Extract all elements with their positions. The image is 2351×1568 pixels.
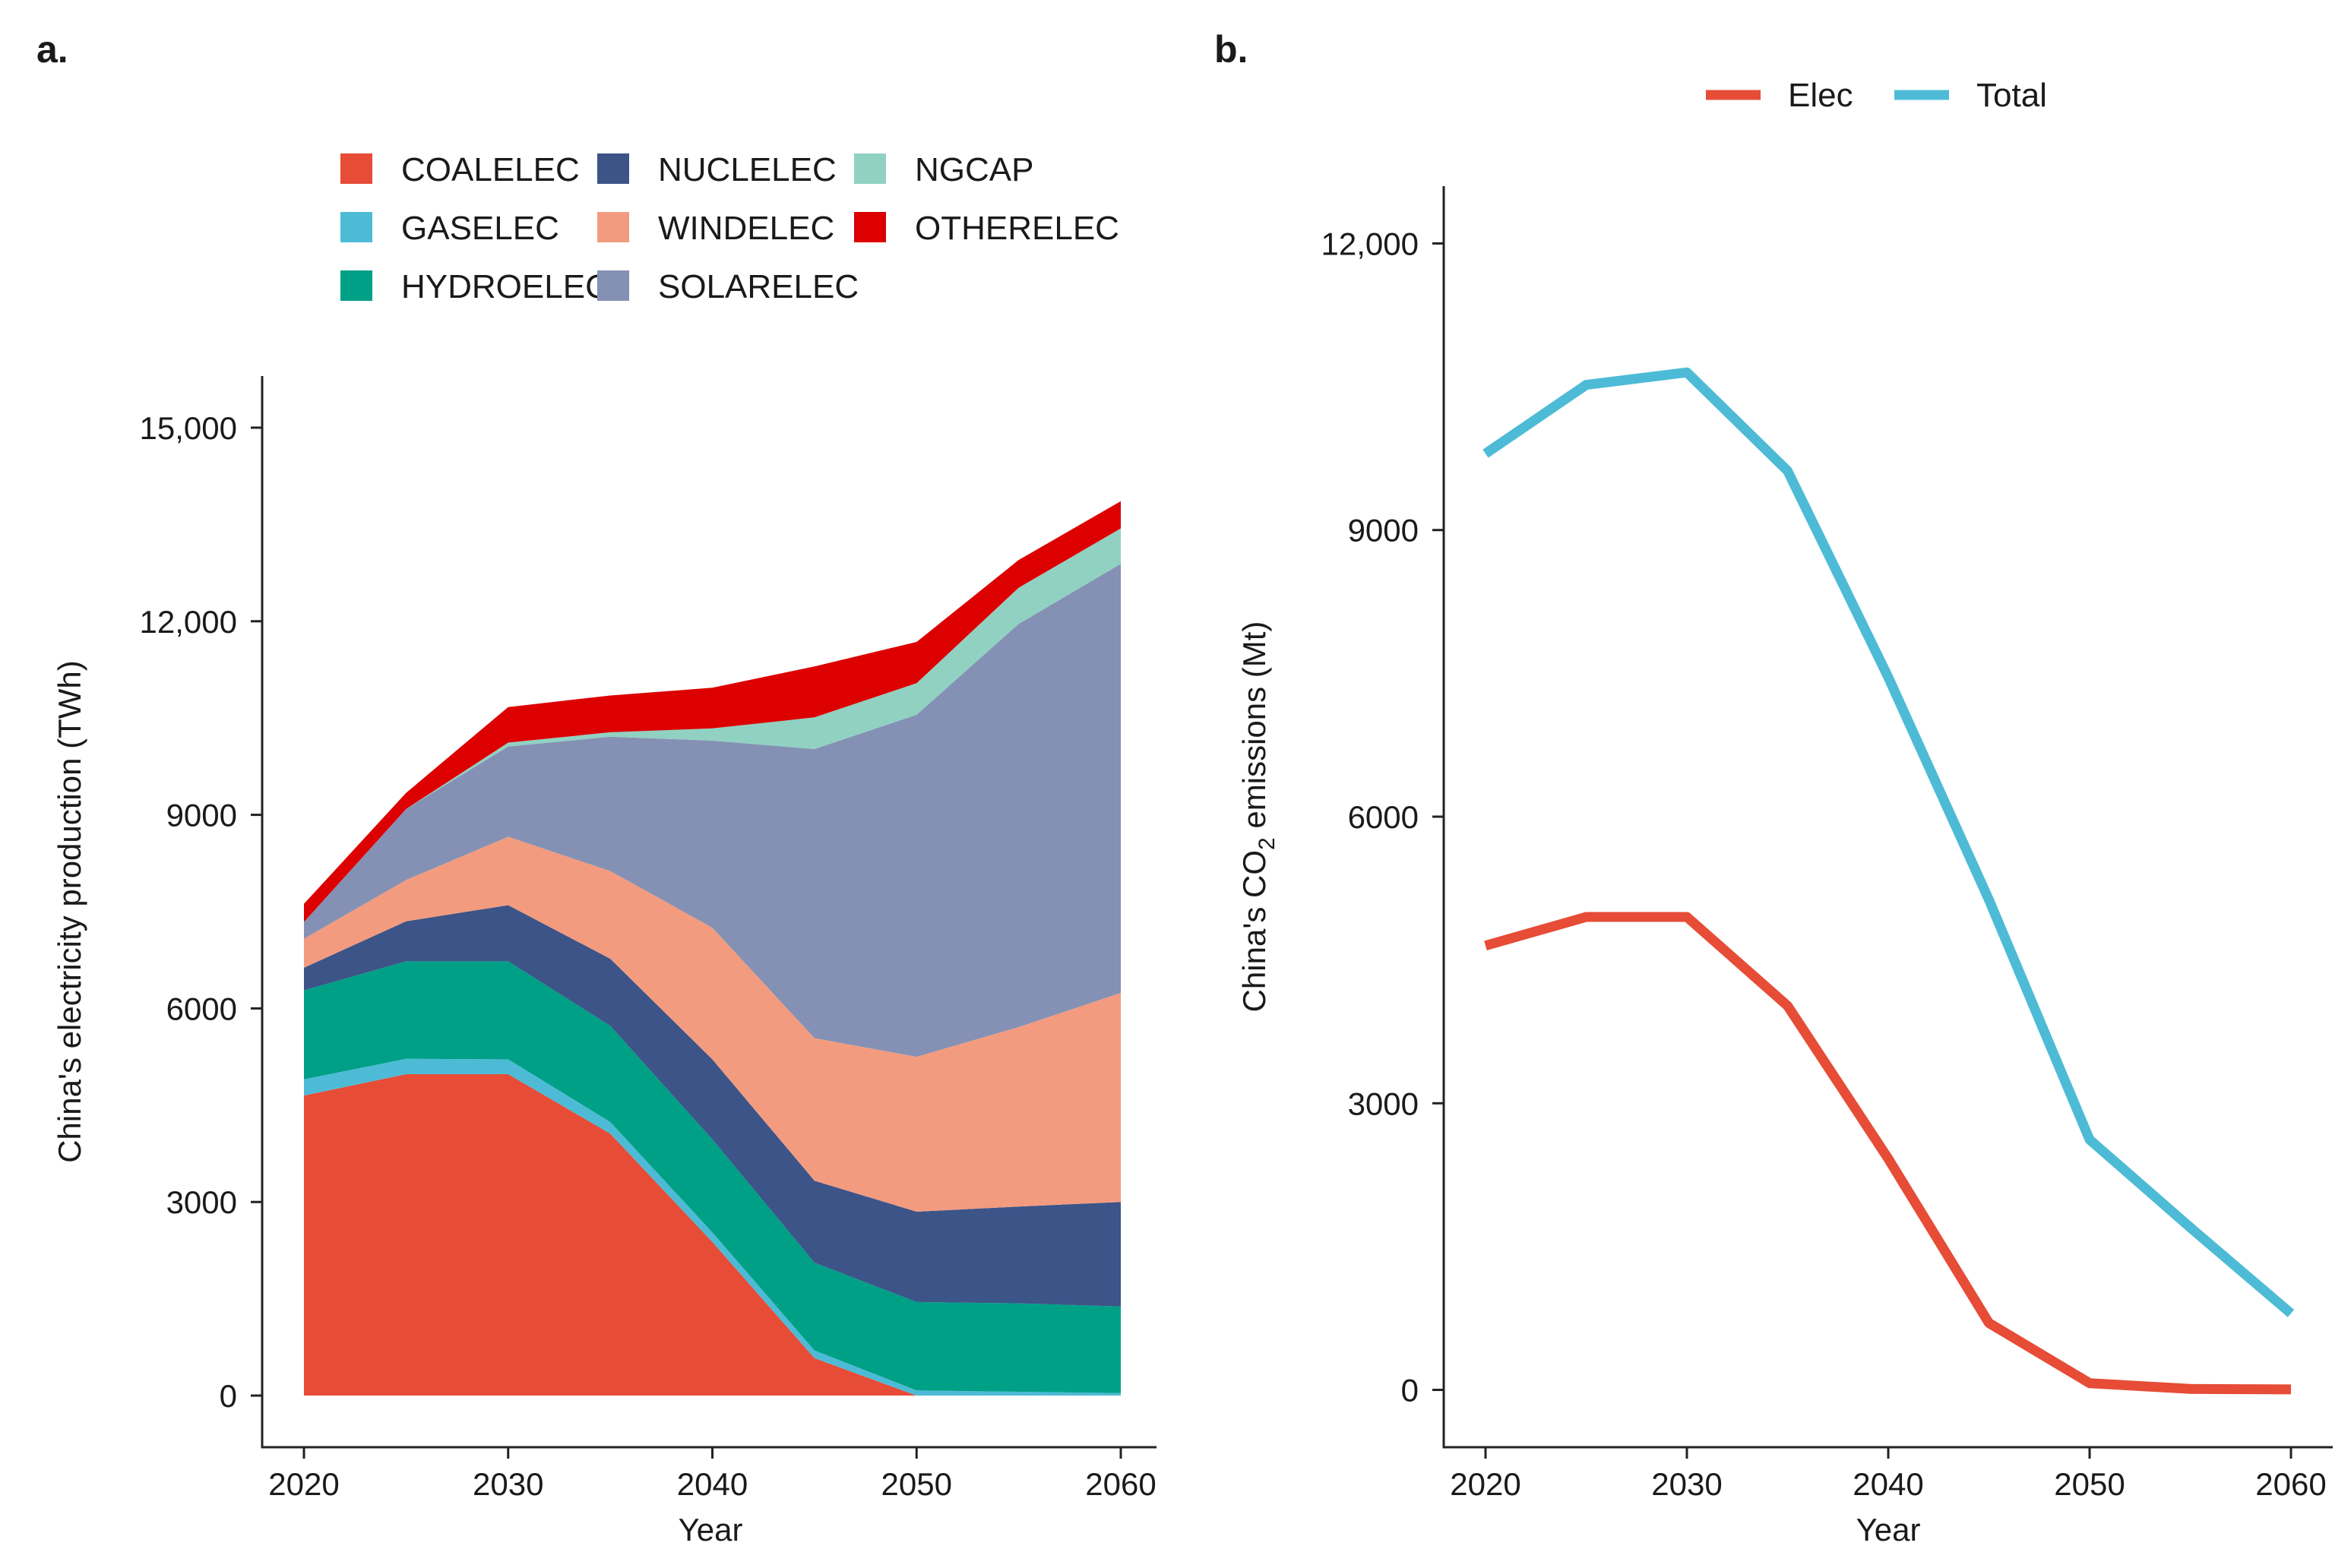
area-otherelec <box>304 501 1121 922</box>
legend-item-gaselec: GASELEC <box>340 210 559 247</box>
y-tick-label: 12,000 <box>1321 226 1419 261</box>
panel-b-legend: Elec Total <box>1706 77 2047 114</box>
x-tick-label: 2030 <box>473 1466 543 1502</box>
legend-swatch <box>597 212 629 242</box>
panel-b-y-axis-title: China's CO2 emissions (Mt) <box>1236 621 1280 1013</box>
y-tick-label: 9000 <box>1348 513 1419 548</box>
x-tick-label: 2030 <box>1651 1466 1722 1502</box>
x-tick-label: 2050 <box>881 1466 952 1502</box>
panel-b-y-ticks: 0 3000 6000 9000 12,000 <box>1321 226 1444 1408</box>
legend-label: GASELEC <box>401 210 559 247</box>
x-tick-label: 2050 <box>2054 1466 2125 1502</box>
panel-b-axes <box>1442 186 2333 1449</box>
legend-item-total: Total <box>1894 77 2047 114</box>
legend-item-windelec: WINDELEC <box>597 210 834 247</box>
legend-swatch <box>597 270 629 301</box>
legend-item-coalelec: COALELEC <box>340 151 580 188</box>
legend-label: WINDELEC <box>658 210 834 247</box>
legend-label: NUCLELEC <box>658 151 837 188</box>
legend-swatch <box>340 212 372 242</box>
legend-item-hydroelec: HYDROELEC <box>340 268 609 305</box>
y-tick-label: 0 <box>220 1378 237 1414</box>
legend-swatch <box>854 212 886 242</box>
legend-item-nuclelec: NUCLELEC <box>597 151 837 188</box>
panel-b-y-title-suffix: emissions (Mt) <box>1236 621 1272 838</box>
legend-swatch <box>340 270 372 301</box>
y-tick-label: 0 <box>1401 1373 1419 1408</box>
panel-a-y-ticks: 0 3000 6000 9000 12,000 15,000 <box>140 410 262 1414</box>
panel-a-label: a. <box>36 28 68 71</box>
y-tick-label: 6000 <box>1348 799 1419 835</box>
x-tick-label: 2040 <box>1853 1466 1923 1502</box>
line-elec <box>1484 912 2292 1395</box>
legend-item-solarelec: SOLARELEC <box>597 268 859 305</box>
panel-b-label: b. <box>1214 28 1248 71</box>
x-tick-label: 2040 <box>677 1466 748 1502</box>
legend-item-ngcap: NGCAP <box>854 151 1033 188</box>
panel-a-stacked-areas <box>304 501 1121 1396</box>
panel-a-y-axis-title: China's electricity production (TWh) <box>52 660 87 1163</box>
panel-a-x-ticks: 2020 2030 2040 2050 2060 <box>268 1447 1157 1502</box>
x-tick-label: 2020 <box>268 1466 339 1502</box>
x-tick-label: 2060 <box>1085 1466 1156 1502</box>
line-total <box>1482 367 2295 1317</box>
panel-a-x-axis-title: Year <box>679 1512 743 1547</box>
panel-b-lines <box>1482 367 2295 1395</box>
legend-item-elec: Elec <box>1706 77 1853 114</box>
area-windelec <box>304 836 1121 1212</box>
area-hydroelec <box>304 961 1121 1393</box>
area-coalelec <box>304 1074 1121 1396</box>
legend-label: NGCAP <box>915 151 1033 188</box>
panel-b-x-ticks: 2020 2030 2040 2050 2060 <box>1450 1447 2327 1502</box>
area-nuclelec <box>304 905 1121 1307</box>
area-solarelec <box>304 564 1121 1057</box>
panel-b-x-axis-title: Year <box>1856 1512 1921 1547</box>
panel-a-electricity-production: a. COALELEC GASELEC HYDROELEC NUCLELEC WINDE… <box>36 28 1157 1547</box>
y-tick-label: 12,000 <box>140 604 237 640</box>
x-tick-label: 2020 <box>1450 1466 1520 1502</box>
legend-swatch <box>597 153 629 184</box>
legend-item-otherelec: OTHERELEC <box>854 210 1119 247</box>
legend-label: Elec <box>1788 77 1853 114</box>
x-tick-label: 2060 <box>2255 1466 2326 1502</box>
y-tick-label: 9000 <box>166 798 237 833</box>
panel-b-co2-emissions: b. Elec Total 0 3000 6000 9000 12,000 2020 203… <box>1214 28 2333 1547</box>
legend-label: COALELEC <box>401 151 580 188</box>
legend-label: Total <box>1976 77 2047 114</box>
y-tick-label: 3000 <box>1348 1086 1419 1121</box>
y-tick-label: 15,000 <box>140 410 237 446</box>
legend-swatch <box>340 153 372 184</box>
legend-label: HYDROELEC <box>401 268 609 305</box>
legend-swatch <box>854 153 886 184</box>
legend-label: OTHERELEC <box>915 210 1119 247</box>
panel-b-y-title-prefix: China's CO <box>1236 850 1272 1012</box>
panel-a-legend: COALELEC GASELEC HYDROELEC NUCLELEC WINDELEC… <box>340 151 1119 305</box>
panel-b-y-title-subscript: 2 <box>1255 837 1280 850</box>
y-tick-label: 3000 <box>166 1184 237 1220</box>
y-tick-label: 6000 <box>166 991 237 1026</box>
legend-label: SOLARELEC <box>658 268 859 305</box>
panel-a-axes <box>261 376 1157 1449</box>
